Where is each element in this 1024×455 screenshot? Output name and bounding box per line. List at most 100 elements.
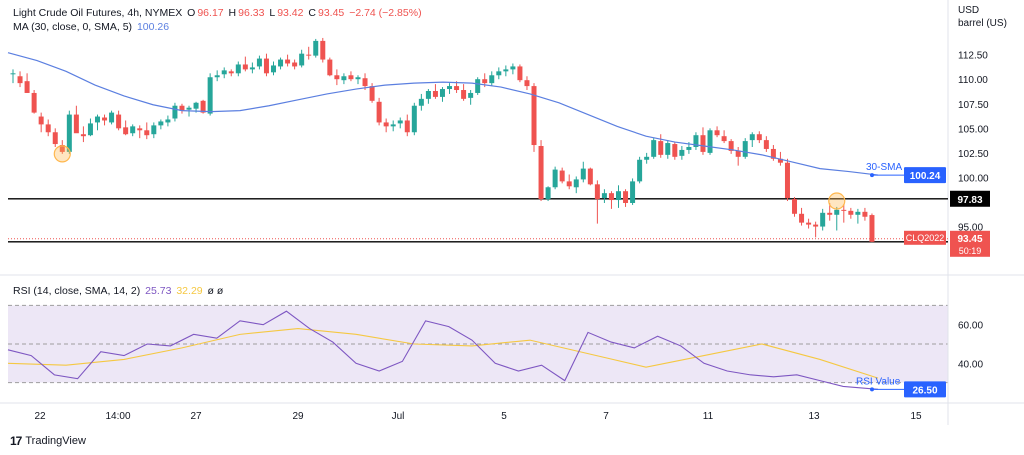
instrument-title: Light Crude Oil Futures, 4h, NYMEX [13,7,183,19]
price-tick-label: 110.00 [958,75,988,86]
axis-unit: barrel (US) [958,18,1007,29]
candle-body [679,149,685,156]
candle-body [665,143,671,155]
candle-body [686,146,692,150]
candle-body [66,114,72,152]
tradingview-logo[interactable]: 17 TradingView [10,434,86,448]
candle-body [454,86,460,91]
candle-body [397,120,403,124]
candle-body [538,146,544,200]
candle-body [376,101,382,123]
candle-body [390,124,396,127]
candle-body [489,75,495,84]
close-value: 93.45 [317,7,345,19]
time-tick-label: 5 [501,411,507,422]
support-value-badge: 97.83 [957,195,982,206]
last-price-badge: 93.45 [957,234,982,245]
candle-body [482,79,488,84]
sma-value-badge: 100.24 [910,171,941,182]
change-value: −2.74 (−2.85%) [349,7,422,19]
candle-body [214,75,220,78]
candle-body [756,134,762,141]
candle-body [742,141,748,157]
countdown-badge: 50:19 [959,246,982,256]
candle-body [517,66,523,81]
candle-body [580,168,586,180]
rsi-pointer-dot [870,387,874,392]
candle-body [263,58,269,74]
candle-body [447,86,453,90]
candle-body [151,125,157,135]
high-value: 96.33 [238,7,265,19]
candle-body [658,141,664,155]
candle-body [285,59,291,64]
candle-body [834,209,840,215]
candle-body [862,211,868,217]
candle-body [728,141,734,151]
candle-body [348,75,354,80]
rsi-sma-legend-value: 32.29 [176,285,203,297]
candle-body [52,132,58,145]
candle-body [235,64,241,74]
time-tick-label: 13 [808,411,820,422]
time-tick-label: 29 [292,411,304,422]
candle-body [763,140,769,149]
candle-body [827,212,833,215]
candle-body [94,116,100,123]
candle-body [369,86,375,101]
candle-body [735,150,741,157]
candle-body [73,114,79,134]
price-tick-label: 102.50 [958,149,989,160]
candle-body [327,59,333,76]
candle-body [545,187,551,200]
candle-body [299,53,305,66]
candle-body [200,100,206,113]
candle-body [869,215,875,242]
symbol-tag-bg [904,230,946,245]
rsi-tick-label: 40.00 [958,359,983,370]
candle-body [411,105,417,133]
candle-body [587,168,593,185]
candle-body [531,86,537,146]
time-tick-label: 15 [910,411,922,422]
price-tick-label: 100.00 [958,173,989,184]
price-tick-label: 105.00 [958,124,989,135]
candle-body [418,98,424,106]
price-tick-label: 112.50 [958,51,988,62]
candle-body [432,90,438,97]
candle-body [158,121,164,126]
candle-body [228,71,234,74]
ohlc-legend: Light Crude Oil Futures, 4h, NYMEX O 96.1… [13,6,424,20]
candle-body [749,134,755,141]
time-tick-label: 14:00 [105,411,130,422]
candle-body [123,127,129,135]
candle-body [792,199,798,214]
candle-body [461,90,467,99]
candle-body [784,162,790,199]
candle-body [116,114,122,129]
candle-body [242,64,248,70]
time-tick-label: 7 [603,411,609,422]
candle-body [38,116,44,125]
candle-body [439,89,445,97]
candle-body [841,209,847,211]
candle-body [165,119,171,123]
candle-body [573,179,579,188]
candle-body [644,156,650,160]
candle-body [700,135,706,152]
ma-legend: MA (30, close, 0, SMA, 5) 100.26 [13,20,171,34]
candle-body [721,136,727,142]
time-tick-label: 27 [190,411,202,422]
candle-body [608,193,614,201]
brand-name: TradingView [25,435,86,447]
last-price-badge-bg [950,230,990,257]
candle-body [17,76,23,84]
candle-body [278,59,284,67]
candle-body [355,77,361,80]
price-tick-label: 95.00 [958,223,983,234]
candle-body [137,128,143,131]
candle-body [10,73,16,75]
candle-body [362,78,368,87]
